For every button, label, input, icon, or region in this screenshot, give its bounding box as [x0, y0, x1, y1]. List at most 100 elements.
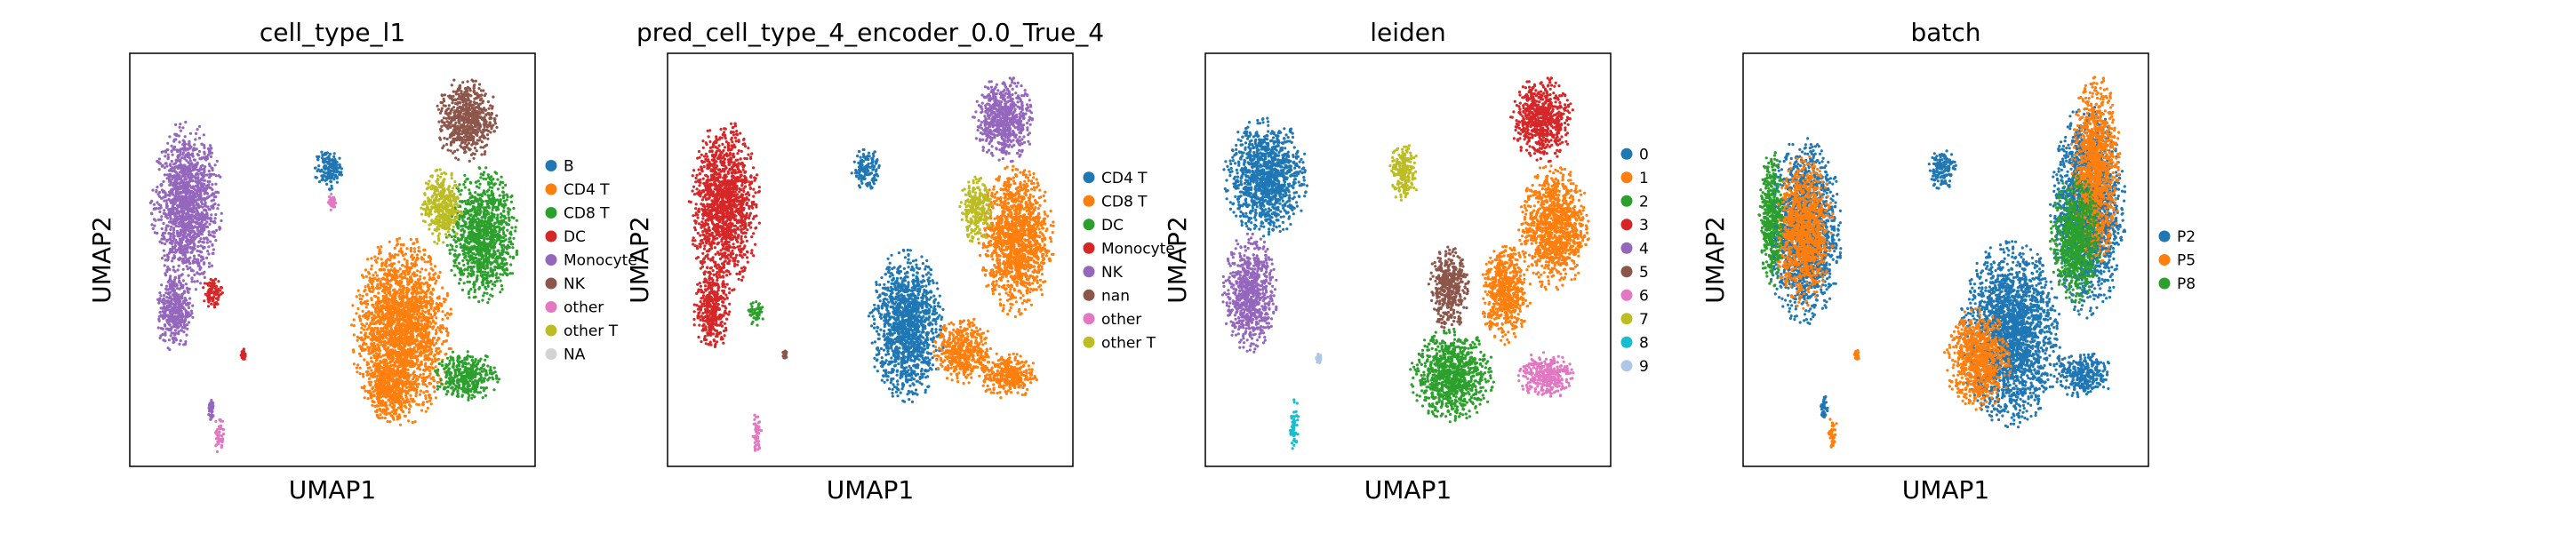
- data-point: [377, 378, 380, 382]
- data-point: [418, 297, 421, 300]
- data-point: [460, 374, 464, 378]
- data-point: [188, 179, 192, 183]
- data-point: [321, 156, 324, 160]
- data-point: [422, 314, 426, 317]
- data-point: [400, 336, 404, 339]
- data-point: [176, 311, 180, 314]
- data-point: [385, 261, 388, 265]
- data-point: [382, 366, 386, 370]
- data-point: [178, 279, 181, 282]
- data-point: [194, 138, 197, 141]
- data-point: [415, 385, 420, 389]
- data-point: [318, 170, 323, 173]
- data-point: [179, 190, 182, 194]
- data-point: [159, 294, 163, 298]
- data-point: [166, 238, 170, 242]
- data-point: [188, 266, 192, 269]
- data-point: [393, 346, 396, 349]
- data-point: [163, 173, 166, 177]
- data-point: [207, 169, 211, 173]
- data-point: [421, 318, 426, 322]
- data-point: [408, 326, 412, 330]
- data-point: [208, 222, 212, 226]
- data-point: [164, 199, 168, 203]
- data-point: [203, 299, 206, 303]
- data-point: [189, 246, 193, 250]
- data-point: [193, 280, 196, 283]
- data-point: [170, 159, 173, 163]
- data-point: [431, 276, 436, 280]
- data-point: [163, 294, 166, 298]
- data-point: [426, 375, 429, 378]
- data-point: [172, 202, 176, 205]
- data-point: [388, 252, 392, 256]
- data-point: [451, 350, 454, 354]
- data-point: [388, 364, 392, 368]
- data-point: [196, 211, 200, 215]
- data-point: [352, 362, 356, 366]
- data-point: [350, 323, 354, 327]
- data-point: [394, 336, 397, 339]
- data-point: [370, 264, 373, 267]
- data-point: [189, 215, 193, 219]
- data-point: [377, 398, 380, 402]
- data-point: [365, 322, 369, 325]
- data-point: [412, 250, 417, 253]
- data-point: [414, 383, 418, 386]
- data-point: [196, 203, 200, 206]
- data-point: [188, 142, 191, 146]
- data-point: [188, 220, 191, 224]
- data-point: [369, 332, 373, 336]
- data-point: [324, 153, 328, 156]
- data-point: [193, 210, 196, 214]
- data-point: [205, 256, 209, 259]
- data-point: [196, 176, 200, 179]
- data-point: [168, 169, 172, 172]
- data-point: [181, 139, 185, 142]
- data-point: [426, 260, 429, 264]
- data-point: [214, 190, 218, 194]
- data-point: [186, 314, 189, 317]
- data-point: [397, 350, 401, 354]
- data-point: [207, 230, 211, 234]
- data-point: [196, 227, 199, 230]
- data-point: [191, 235, 195, 239]
- data-point: [416, 278, 420, 282]
- data-point: [364, 337, 367, 340]
- data-point: [409, 275, 412, 279]
- data-point: [162, 179, 165, 183]
- data-point: [413, 420, 417, 424]
- data-point: [475, 364, 478, 368]
- data-point: [199, 282, 203, 285]
- data-point: [180, 184, 183, 188]
- data-point: [428, 278, 431, 282]
- data-point: [181, 190, 185, 194]
- data-point: [438, 271, 442, 274]
- data-point: [421, 297, 426, 300]
- data-point: [428, 372, 432, 376]
- data-point: [376, 388, 380, 392]
- data-point: [178, 318, 181, 322]
- data-point: [441, 286, 444, 290]
- data-point: [172, 193, 175, 196]
- data-point: [172, 235, 176, 238]
- data-point: [316, 169, 319, 173]
- data-point: [169, 173, 172, 177]
- data-point: [200, 212, 204, 216]
- data-point: [436, 338, 439, 342]
- data-point: [434, 396, 437, 400]
- data-point: [165, 327, 169, 330]
- data-point: [452, 388, 456, 392]
- data-point: [437, 303, 441, 306]
- data-point: [177, 332, 180, 336]
- data-point: [478, 359, 482, 362]
- data-point: [392, 394, 396, 398]
- data-point: [382, 326, 386, 330]
- data-point: [420, 302, 423, 306]
- data-point: [208, 208, 212, 211]
- data-point: [203, 282, 206, 285]
- data-point: [188, 172, 192, 176]
- data-point: [167, 208, 171, 211]
- data-point: [179, 339, 182, 343]
- data-point: [199, 259, 203, 262]
